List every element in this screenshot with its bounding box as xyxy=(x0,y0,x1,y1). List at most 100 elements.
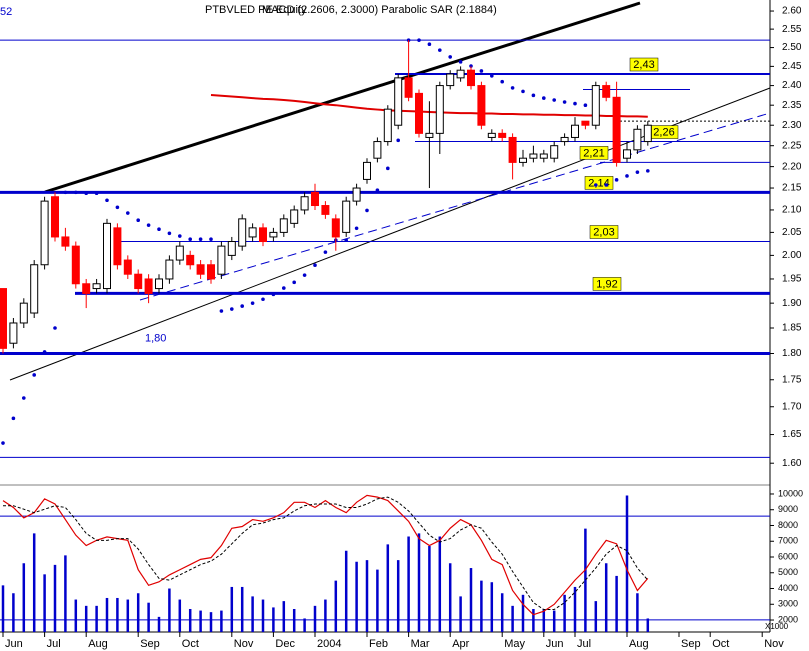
candle-body xyxy=(92,283,101,290)
y-tick-label: 1.80 xyxy=(782,348,802,359)
sar-dot xyxy=(386,166,390,171)
level-label: 2,21 xyxy=(583,147,604,159)
x-tick-label: 2004 xyxy=(317,638,341,650)
candle-body xyxy=(165,259,174,280)
y-tick-label: 4000 xyxy=(778,583,798,593)
sar-dot xyxy=(115,205,120,210)
sar-dot xyxy=(448,55,453,59)
level-label-box xyxy=(589,225,619,239)
sar-dot xyxy=(198,237,203,242)
y-tick-label: 2.05 xyxy=(782,227,802,238)
candle-body xyxy=(227,241,236,256)
sar-dot xyxy=(552,98,556,102)
candle-body xyxy=(71,245,80,285)
candle-body xyxy=(373,141,382,159)
sar-dot xyxy=(105,198,109,203)
sar-dot xyxy=(126,211,130,215)
sar-dot xyxy=(354,226,359,231)
y-tick-label: 2.50 xyxy=(782,42,802,53)
x-tick-label: Nov xyxy=(764,638,784,650)
y-tick-label: 2.55 xyxy=(782,24,802,35)
level-label: 2,26 xyxy=(653,126,674,138)
x-tick-label: Aug xyxy=(88,638,108,650)
candle-body xyxy=(19,302,28,324)
level-label: 1,80 xyxy=(145,332,166,344)
candle-body xyxy=(186,254,195,266)
sar-dot xyxy=(542,96,546,100)
y-tick-label: 7000 xyxy=(778,536,798,546)
candle-body xyxy=(581,120,590,126)
candle-body xyxy=(394,77,403,126)
candle-body xyxy=(300,196,309,211)
level-label: 2,43 xyxy=(633,59,654,71)
candle-body xyxy=(550,145,559,159)
corner-label: 52 xyxy=(0,6,12,18)
x-tick-label: Dec xyxy=(275,638,295,650)
sar-dot xyxy=(427,42,432,47)
candle-body xyxy=(290,209,299,224)
candle-body xyxy=(487,132,496,138)
level-label: 2,03 xyxy=(593,226,614,238)
candle-body xyxy=(602,85,611,98)
sar-dot xyxy=(521,89,525,94)
stoch-k-line xyxy=(2,494,649,616)
sar-dot xyxy=(646,169,650,173)
y-tick-label: 2.15 xyxy=(782,183,802,194)
y-tick-label: 2.25 xyxy=(782,140,802,151)
x-tick-label: May xyxy=(504,638,525,650)
x-tick-label: Jun xyxy=(546,638,564,650)
candle-body xyxy=(238,218,247,247)
sar-dot xyxy=(230,307,234,311)
sar-dot xyxy=(84,191,88,196)
candle-body xyxy=(9,322,18,344)
candle-body xyxy=(155,278,163,290)
y-tick-label: 1.85 xyxy=(782,323,802,334)
candle-body xyxy=(529,153,538,159)
sar-dot xyxy=(157,227,161,232)
y-tick-label: 9000 xyxy=(778,504,798,514)
candle-body xyxy=(144,278,153,294)
candle-body xyxy=(591,85,600,126)
sar-dot xyxy=(417,38,421,42)
sar-dot xyxy=(302,273,307,277)
x-tick-label: Nov xyxy=(234,638,254,650)
sar-dot xyxy=(573,101,577,106)
candle-body xyxy=(467,69,475,87)
sar-dot xyxy=(136,218,140,223)
sar-dot xyxy=(510,86,515,90)
y-tick-label: 2.40 xyxy=(782,80,802,91)
level-label: 1,92 xyxy=(596,278,617,290)
candle-body xyxy=(508,136,517,163)
sar-dot xyxy=(635,170,640,174)
candle-body xyxy=(456,69,465,79)
candle-body xyxy=(342,200,351,233)
y-tick-label: 3000 xyxy=(778,599,798,609)
candle-body xyxy=(217,245,226,275)
candle-body xyxy=(30,264,39,314)
sar-dot xyxy=(614,178,619,182)
sar-dot xyxy=(396,138,401,143)
trend-line xyxy=(44,1,641,194)
x-tick-label: Jul xyxy=(577,638,591,650)
y-tick-label: 2.35 xyxy=(782,100,802,111)
sar-dot xyxy=(219,309,224,313)
sar-dot xyxy=(209,237,213,242)
y-tick-label: 1.90 xyxy=(782,298,802,309)
level-label-box xyxy=(579,146,609,160)
sar-dot xyxy=(594,183,598,187)
candle-body xyxy=(103,222,111,290)
y-tick-label: 1.75 xyxy=(782,374,802,385)
sar-dot xyxy=(250,301,255,305)
candle-body xyxy=(82,283,91,294)
y-tick-label: 2.10 xyxy=(782,205,802,216)
trend-lines xyxy=(9,1,771,381)
chart-title: PTBVLED PE Equity xyxy=(205,4,307,16)
x-tick-label: Sep xyxy=(681,638,701,650)
candle-body xyxy=(643,124,652,143)
sar-dot xyxy=(1,441,5,445)
sar-dot xyxy=(583,103,588,107)
y-tick-label: 2.20 xyxy=(782,161,802,172)
sar-dot xyxy=(188,237,192,242)
candle-body xyxy=(623,149,631,159)
